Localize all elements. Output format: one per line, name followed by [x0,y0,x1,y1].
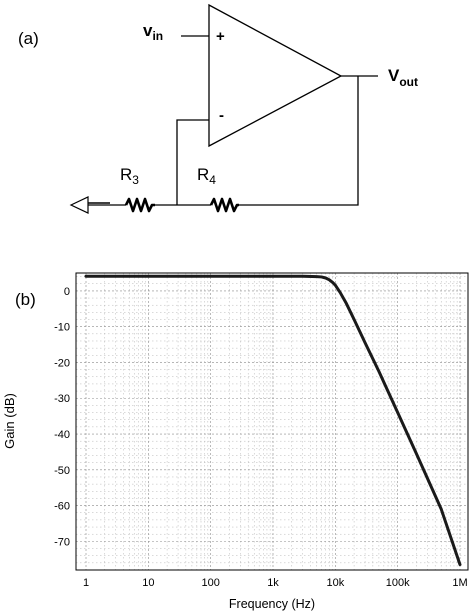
gain-plot: (b) 1 10 100 1k 10k 100k 1M 0 -10 -20 -30 -40 -50 -6… [2,272,469,611]
x-tick-label: 100k [386,577,410,589]
y-tick-label: -60 [54,501,70,513]
x-tick-label: 10k [326,577,344,589]
panel-label-a: (a) [18,29,39,48]
x-tick-label: 1k [267,577,279,589]
x-tick-label: 100 [201,577,219,589]
x-tick-labels: 1 10 100 1k 10k 100k 1M [83,577,468,589]
gain-curve-line [84,274,462,567]
resistor-r4 [209,197,239,213]
opamp-triangle [208,3,343,148]
opamp-plus-sign: + [216,28,225,45]
y-tick-label: -40 [54,429,70,441]
feedback-wire [239,76,359,206]
minor-grid [76,273,468,570]
panel-label-b: (b) [15,290,36,309]
y-tick-label: 0 [64,286,70,298]
x-tick-label: 1M [452,577,467,589]
vin-label: vin [143,21,163,43]
x-tick-label: 10 [142,577,154,589]
y-tick-label: -50 [54,465,70,477]
y-tick-label: -10 [54,322,70,334]
inverting-input-wire [176,119,209,205]
y-axis-label: Gain (dB) [2,393,17,449]
y-tick-label: -30 [54,393,70,405]
y-tick-labels: 0 -10 -20 -30 -40 -50 -60 -70 [54,286,70,548]
resistor-r3 [124,197,155,213]
ground-icon [69,196,89,214]
r3-label: R3 [120,165,139,187]
opamp-minus-sign: - [219,107,224,124]
series-layer [84,274,462,567]
y-tick-label: -70 [54,536,70,548]
plot-frame [75,272,469,571]
circuit-diagram: (a) + - vin Vout R3 R4 [18,3,418,214]
y-tick-label: -20 [54,357,70,369]
vout-label: Vout [388,66,418,89]
x-axis-label: Frequency (Hz) [229,597,315,611]
x-tick-label: 1 [83,577,89,589]
major-grid [76,273,468,570]
r4-label: R4 [197,165,216,187]
